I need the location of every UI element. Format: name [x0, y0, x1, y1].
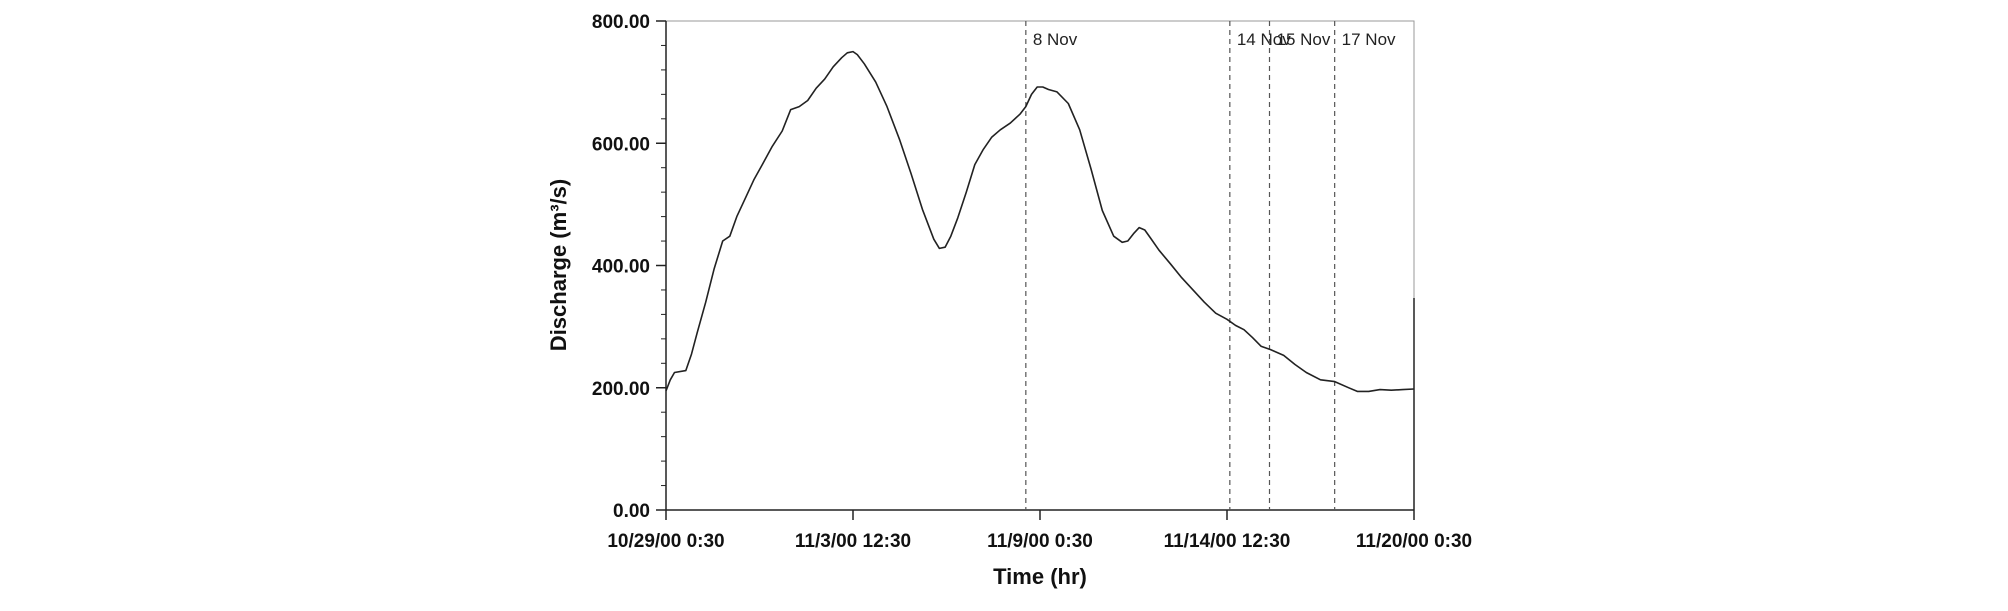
- y-tick-label: 0.00: [613, 501, 650, 522]
- plot-area: [665, 20, 1415, 511]
- y-tick-label: 600.00: [592, 134, 650, 155]
- y-ticks: 0.00 200.00 400.00 600.00 800.00: [592, 12, 666, 522]
- annotation-label: 8 Nov: [1033, 30, 1078, 49]
- x-tick-label: 11/3/00 12:30: [795, 531, 911, 552]
- x-tick-label: 11/9/00 0:30: [987, 531, 1093, 552]
- x-tick-label: 10/29/00 0:30: [607, 531, 724, 552]
- y-axis-title: Discharge (m³/s): [546, 179, 571, 351]
- y-tick-label: 400.00: [592, 257, 650, 278]
- y-tick-label: 800.00: [592, 12, 650, 33]
- discharge-line: [665, 50, 1415, 393]
- plot-frame: [665, 20, 1415, 511]
- y-tick-label: 200.00: [592, 379, 650, 400]
- x-axis-title: Time (hr): [993, 564, 1087, 589]
- x-tick-label: 11/20/00 0:30: [1356, 531, 1472, 552]
- annotation-label: 14 Nov: [1237, 30, 1291, 49]
- annotation-label: 15 Nov: [1277, 30, 1331, 49]
- x-tick-label: 11/14/00 12:30: [1164, 531, 1291, 552]
- x-ticks: 10/29/00 0:30 11/3/00 12:30 11/9/00 0:30 11…: [607, 510, 1472, 552]
- annotation-label: 17 Nov: [1342, 30, 1396, 49]
